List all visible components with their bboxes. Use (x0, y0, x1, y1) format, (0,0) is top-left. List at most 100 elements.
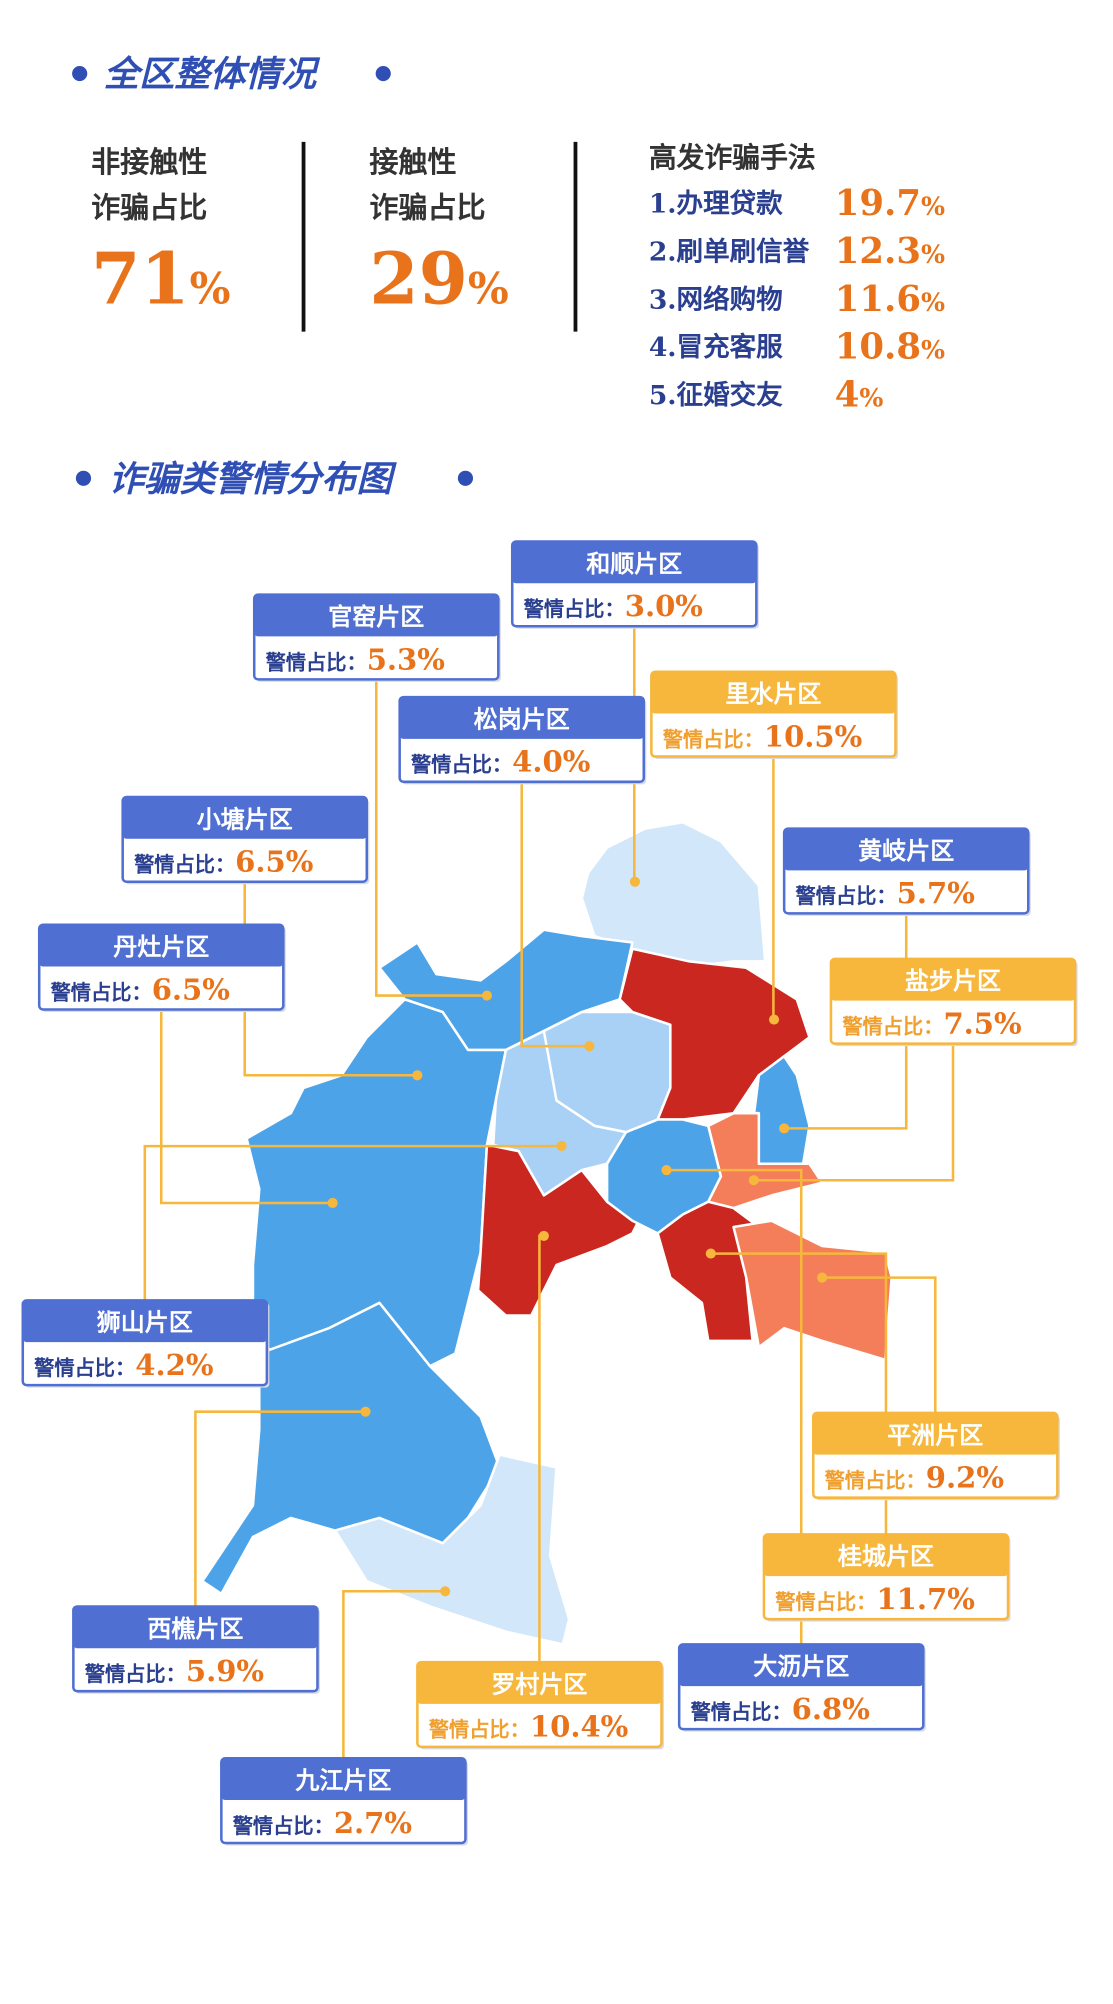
method-unit: % (921, 287, 945, 317)
share-value: 4.2% (135, 1348, 213, 1382)
connector (159, 1009, 333, 1205)
connector (753, 1043, 955, 1182)
region-dot (360, 1406, 371, 1417)
share-value: 5.9% (186, 1654, 264, 1688)
box-header (830, 958, 1076, 1001)
region-dot (661, 1165, 672, 1176)
share-label: 警情占比： (524, 597, 625, 621)
method-unit: % (921, 335, 945, 365)
share-value: 10.4% (530, 1710, 628, 1744)
share-label: 警情占比： (825, 1469, 926, 1493)
method-number: 11.6 (835, 279, 921, 320)
region-share: 警情占比：7.5% (842, 1007, 1021, 1041)
connector (375, 679, 487, 997)
box-header (763, 1534, 1009, 1577)
region-labels: 和顺片区警情占比：3.0%官窑片区警情占比：5.3%松岗片区警情占比：4.0%里… (21, 540, 1078, 1846)
region-name: 平洲片区 (887, 1420, 983, 1449)
method-name: 3.网络购物 (649, 284, 783, 315)
area (732, 1219, 893, 1362)
method-name: 1.办理贷款 (649, 189, 783, 220)
region-share: 警情占比：9.2% (825, 1461, 1004, 1495)
title-dot (457, 470, 474, 486)
region-share: 警情占比：3.0% (524, 589, 703, 623)
region-share: 警情占比：11.7% (775, 1582, 975, 1616)
region-dot (705, 1248, 716, 1259)
method-number: 19.7 (835, 183, 921, 224)
region-share: 警情占比：6.5% (51, 972, 230, 1006)
title-dot (75, 470, 92, 486)
share-value: 5.7% (897, 876, 975, 910)
share-value: 10.5% (764, 719, 862, 753)
region-name: 里水片区 (725, 679, 821, 708)
method-number: 10.8 (835, 327, 921, 368)
region-name: 和顺片区 (586, 549, 682, 578)
box-header (417, 1662, 662, 1704)
region-dot (440, 1586, 451, 1597)
connector (194, 1410, 366, 1607)
method-name: 4.冒充客服 (649, 332, 783, 363)
region-share: 警情占比：4.2% (34, 1348, 213, 1382)
region-share: 警情占比：5.9% (85, 1654, 264, 1688)
region-share: 警情占比：2.7% (233, 1806, 412, 1840)
region-name: 小塘片区 (197, 804, 293, 833)
region-dot (748, 1175, 759, 1186)
connector (772, 756, 775, 1021)
share-label: 警情占比： (266, 650, 367, 674)
region-share: 警情占比：10.5% (663, 719, 863, 753)
region-dot (327, 1197, 338, 1209)
method-unit: % (859, 382, 883, 412)
box-header (39, 924, 284, 967)
share-label: 警情占比： (233, 1814, 334, 1838)
share-label: 警情占比： (429, 1718, 530, 1742)
region-name: 丹灶片区 (113, 932, 209, 961)
area (580, 821, 767, 970)
box-header (399, 697, 644, 739)
box-header (651, 671, 896, 714)
share-value: 6.5% (152, 972, 230, 1006)
region-share: 警情占比：5.3% (266, 642, 445, 676)
share-label: 警情占比： (134, 853, 235, 877)
connector (342, 1590, 446, 1759)
region-dot (538, 1230, 549, 1241)
method-unit: % (921, 191, 945, 221)
region-name: 盐步片区 (905, 966, 1001, 995)
method-unit: % (921, 239, 945, 269)
stat-value: 71% (91, 238, 230, 321)
share-value: 6.8% (792, 1692, 870, 1726)
region-dot (556, 1141, 567, 1152)
region-share: 警情占比：4.0% (411, 745, 590, 779)
region-dot (412, 1070, 423, 1081)
method-share: 11.6% (835, 279, 945, 320)
region-name: 狮山片区 (97, 1308, 193, 1337)
method-share: 12.3% (835, 231, 945, 272)
share-value: 4.0% (512, 745, 590, 779)
method-number: 4 (835, 374, 860, 415)
connector (143, 1144, 562, 1301)
share-value: 9.2% (926, 1461, 1004, 1495)
region-name: 西樵片区 (147, 1614, 243, 1643)
stat-value: 29% (369, 238, 508, 321)
method-name: 2.刷单刷信誉 (649, 236, 810, 267)
area (491, 1029, 628, 1197)
title-dot (375, 65, 391, 82)
connector (822, 1276, 937, 1413)
section-title: 全区整体情况 (104, 54, 321, 95)
box-header (813, 1412, 1058, 1455)
box-header (679, 1644, 924, 1687)
share-value: 5.3% (367, 642, 445, 676)
title-dot (72, 65, 88, 82)
connector (520, 781, 590, 1048)
region-share: 警情占比：5.7% (796, 876, 975, 910)
region-name: 桂城片区 (838, 1542, 934, 1571)
stat-unit: % (190, 265, 231, 315)
